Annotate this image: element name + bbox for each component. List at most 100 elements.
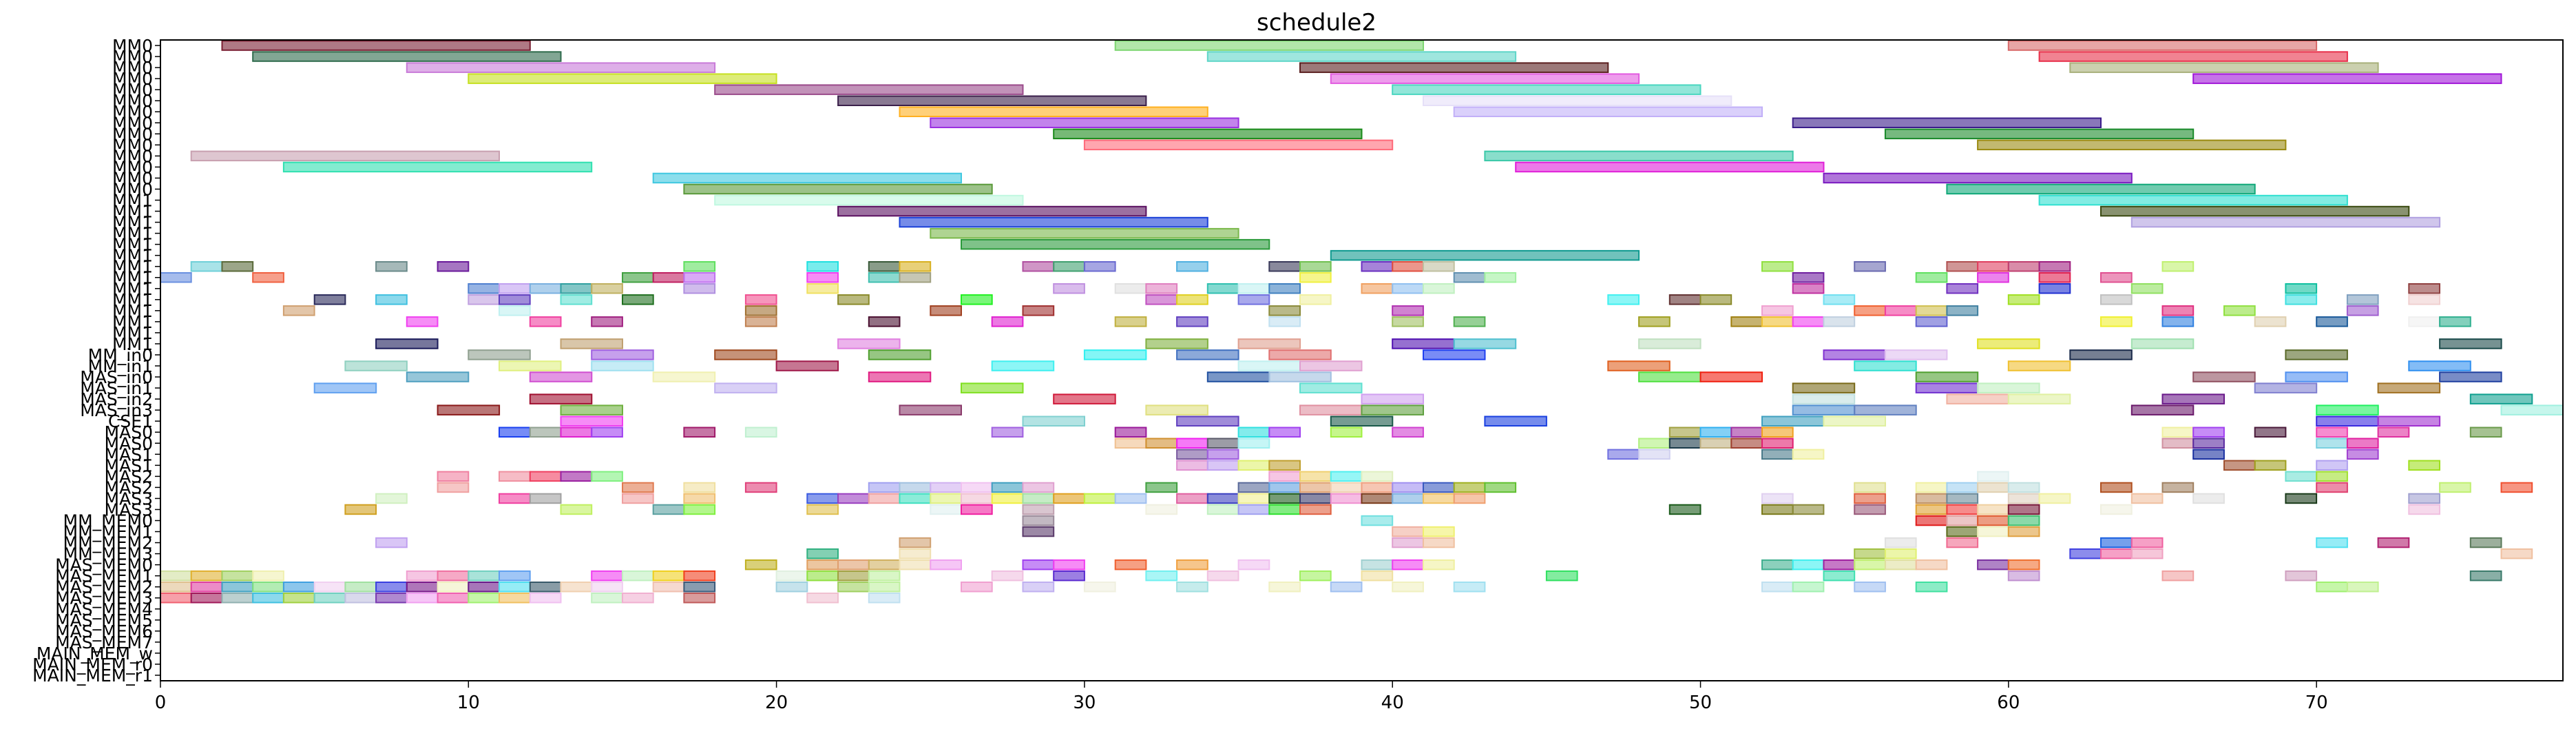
task-bar bbox=[806, 272, 839, 283]
y-tick-label: MM1 bbox=[112, 202, 153, 222]
task-bar bbox=[1946, 183, 2256, 195]
task-bar bbox=[1145, 294, 1178, 305]
task-bar bbox=[1053, 261, 1085, 272]
task-bar bbox=[1423, 482, 1455, 493]
task-bar bbox=[2007, 261, 2040, 272]
task-bar bbox=[375, 537, 408, 548]
y-tick-label: MAS_MEM3 bbox=[55, 588, 153, 608]
task-bar bbox=[282, 161, 593, 173]
task-bar bbox=[499, 294, 531, 305]
task-bar bbox=[1114, 40, 1424, 51]
task-bar bbox=[1361, 482, 1394, 493]
task-bar bbox=[2007, 482, 2040, 493]
task-bar bbox=[1268, 582, 1301, 593]
task-bar bbox=[683, 570, 716, 582]
task-bar bbox=[190, 150, 500, 162]
task-bar bbox=[991, 360, 1055, 371]
task-bar bbox=[2285, 471, 2318, 482]
y-tick-label: MAS3 bbox=[105, 500, 153, 520]
task-bar bbox=[868, 482, 901, 493]
task-bar bbox=[1977, 526, 2009, 537]
task-bar bbox=[2161, 261, 2195, 272]
task-bars bbox=[160, 40, 2564, 604]
task-bar bbox=[899, 559, 932, 571]
y-tick-label: MM0 bbox=[112, 124, 153, 144]
task-bar bbox=[560, 582, 593, 593]
task-bar bbox=[2007, 40, 2318, 51]
task-bar bbox=[375, 582, 408, 593]
task-bar bbox=[529, 471, 562, 482]
task-bar bbox=[2316, 415, 2379, 427]
task-bar bbox=[1145, 338, 1208, 349]
y-tick-label: MM1 bbox=[112, 213, 153, 233]
task-bar bbox=[868, 570, 901, 582]
task-bar bbox=[1392, 84, 1701, 95]
task-bar bbox=[622, 482, 654, 493]
task-bar bbox=[2346, 449, 2379, 460]
task-bar bbox=[2161, 393, 2225, 404]
task-bar bbox=[2161, 305, 2195, 316]
task-bar bbox=[1761, 449, 1794, 460]
y-tick-label: MM1 bbox=[112, 301, 153, 321]
task-bar bbox=[2038, 493, 2071, 504]
task-bar bbox=[1484, 415, 1547, 427]
task-bar bbox=[2469, 427, 2502, 438]
task-bar bbox=[437, 404, 501, 415]
task-bar bbox=[806, 493, 839, 504]
task-bar bbox=[1145, 482, 1178, 493]
task-bar bbox=[961, 238, 1270, 250]
task-bar bbox=[930, 504, 963, 515]
y-tick-label: MM0 bbox=[112, 157, 153, 177]
task-bar bbox=[2192, 493, 2225, 504]
task-bar bbox=[344, 582, 377, 593]
task-bar bbox=[1423, 493, 1455, 504]
task-bar bbox=[282, 582, 315, 593]
task-bar bbox=[2285, 349, 2348, 360]
task-bar bbox=[1977, 338, 2040, 349]
task-bar bbox=[1176, 438, 1208, 449]
y-tick-label: MM0 bbox=[112, 69, 153, 89]
task-bar bbox=[1792, 404, 1856, 415]
task-bar bbox=[899, 216, 1208, 228]
task-bar bbox=[2223, 460, 2256, 471]
task-bar bbox=[683, 504, 716, 515]
task-bar bbox=[899, 482, 932, 493]
task-bar bbox=[1915, 371, 1979, 382]
y-tick-label: MAS_MEM7 bbox=[55, 633, 153, 653]
task-bar bbox=[190, 593, 223, 604]
task-bar bbox=[1206, 438, 1239, 449]
task-bar bbox=[1299, 62, 1609, 73]
task-bar bbox=[2377, 382, 2441, 393]
task-bar bbox=[1823, 349, 1886, 360]
task-bar bbox=[2254, 427, 2287, 438]
task-bar bbox=[2100, 504, 2133, 515]
y-tick-label: MAS_MEM4 bbox=[55, 599, 153, 619]
task-bar bbox=[1237, 283, 1270, 294]
task-bar bbox=[652, 570, 685, 582]
task-bar bbox=[2161, 427, 2195, 438]
x-tick-label: 70 bbox=[2305, 692, 2328, 713]
task-bar bbox=[1946, 515, 1979, 526]
y-tick-label: MM1 bbox=[112, 224, 153, 244]
task-bar bbox=[2007, 526, 2040, 537]
task-bar bbox=[1915, 272, 1948, 283]
y-tick-label: MAIN_MEM_r1 bbox=[32, 666, 153, 686]
task-bar bbox=[2469, 537, 2502, 548]
task-bar bbox=[1545, 570, 1578, 582]
task-bar bbox=[1145, 404, 1208, 415]
task-bar bbox=[1268, 471, 1301, 482]
task-bar bbox=[2316, 404, 2379, 415]
y-tick-label: MM0 bbox=[112, 102, 153, 122]
task-bar bbox=[652, 371, 716, 382]
task-bar bbox=[1022, 582, 1055, 593]
task-bar bbox=[499, 427, 531, 438]
task-bar bbox=[1206, 493, 1239, 504]
task-bar bbox=[1114, 559, 1147, 571]
task-bar bbox=[622, 570, 654, 582]
x-tick-label: 60 bbox=[1997, 692, 2020, 713]
task-bar bbox=[961, 382, 1024, 393]
task-bar bbox=[1237, 294, 1270, 305]
task-bar bbox=[1854, 559, 1886, 571]
task-bar bbox=[1884, 537, 1917, 548]
task-bar bbox=[837, 582, 870, 593]
